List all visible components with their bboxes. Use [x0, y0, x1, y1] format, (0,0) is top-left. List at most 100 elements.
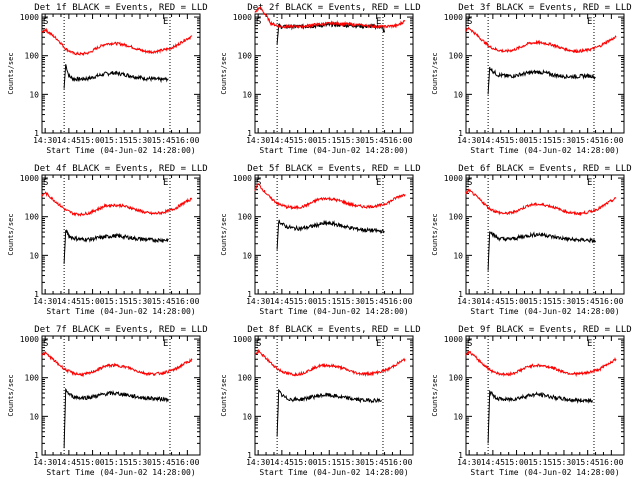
y-tick-label: 1000	[444, 13, 463, 22]
x-tick-label: 14:45	[57, 458, 81, 467]
x-tick-label: 16:00	[388, 136, 412, 145]
y-tick-label: 1000	[20, 335, 39, 344]
x-tick-label: 15:45	[152, 297, 176, 306]
x-tick-label: 15:00	[81, 297, 105, 306]
x-tick-label: 14:30	[457, 458, 481, 467]
chart-title: Det 2f BLACK = Events, RED = LLD	[247, 3, 420, 13]
y-axis-label: Counts/sec	[431, 52, 439, 94]
x-tick-label: 15:30	[128, 136, 152, 145]
y-tick-label: 10	[29, 90, 39, 99]
x-tick-label: 16:00	[599, 458, 623, 467]
x-tick-label: 15:45	[365, 136, 389, 145]
chart-title: Det 9f BLACK = Events, RED = LLD	[458, 325, 631, 335]
y-axis-label: Counts/sec	[220, 52, 228, 94]
x-axis-label: Start Time (04-Jun-02 14:28:00)	[46, 146, 195, 155]
y-tick-label: 100	[25, 52, 40, 61]
series-line-lld	[41, 191, 193, 217]
chart-panel-5: Det 5f BLACK = Events, RED = LLD 1 10 100 10…	[220, 164, 421, 316]
y-tick-label: 1000	[20, 13, 39, 22]
x-tick-label: 16:00	[175, 297, 199, 306]
plot-frame	[465, 174, 625, 295]
x-tick-label: 16:00	[599, 297, 623, 306]
end-marker-label: E	[376, 178, 381, 188]
x-tick-label: 14:45	[57, 136, 81, 145]
x-tick-label: 15:15	[528, 136, 552, 145]
x-tick-label: 14:45	[270, 297, 294, 306]
x-tick-label: 15:00	[505, 136, 529, 145]
start-marker-label: S	[43, 17, 48, 27]
chart-title: Det 1f BLACK = Events, RED = LLD	[34, 3, 207, 13]
plot-frame	[254, 335, 414, 456]
y-tick-label: 100	[25, 374, 40, 383]
y-axis-label: Counts/sec	[7, 374, 15, 416]
x-tick-label: 15:15	[104, 136, 128, 145]
x-axis-label: Start Time (04-Jun-02 14:28:00)	[470, 146, 619, 155]
x-axis-label: Start Time (04-Jun-02 14:28:00)	[259, 146, 408, 155]
series-line-events	[487, 389, 593, 444]
start-marker-label: S	[256, 17, 261, 27]
x-tick-label: 15:30	[341, 458, 365, 467]
y-tick-label: 1000	[20, 174, 39, 183]
x-tick-label: 15:30	[552, 297, 576, 306]
y-tick-label: 1	[247, 129, 252, 138]
x-tick-label: 14:45	[481, 297, 505, 306]
series-line-lld	[465, 26, 617, 54]
series-line-events	[63, 387, 169, 449]
plot-frame	[254, 174, 414, 295]
plot-frame	[465, 335, 625, 456]
x-tick-label: 16:00	[599, 136, 623, 145]
plot-frame	[41, 174, 201, 295]
y-tick-label: 10	[453, 90, 463, 99]
end-marker-label: E	[587, 17, 592, 27]
x-tick-label: 15:30	[128, 458, 152, 467]
x-tick-label: 15:45	[365, 297, 389, 306]
x-tick-label: 15:15	[317, 458, 341, 467]
x-tick-label: 15:45	[152, 136, 176, 145]
x-tick-label: 15:45	[576, 458, 600, 467]
y-tick-label: 1	[247, 451, 252, 460]
x-tick-label: 15:15	[317, 297, 341, 306]
series-line-events	[63, 64, 169, 89]
start-marker-label: S	[467, 178, 472, 188]
y-tick-label: 1	[247, 290, 252, 299]
y-tick-label: 1	[458, 290, 463, 299]
x-tick-label: 14:30	[246, 297, 270, 306]
x-tick-label: 14:30	[246, 136, 270, 145]
y-axis-label: Counts/sec	[220, 213, 228, 255]
y-tick-label: 100	[238, 52, 253, 61]
x-tick-label: 16:00	[388, 458, 412, 467]
x-tick-label: 15:00	[505, 297, 529, 306]
x-tick-label: 14:45	[270, 458, 294, 467]
y-tick-label: 1000	[233, 174, 252, 183]
y-tick-label: 1000	[444, 335, 463, 344]
plot-frame	[465, 13, 625, 134]
y-tick-label: 1	[34, 451, 39, 460]
x-tick-label: 15:45	[576, 136, 600, 145]
x-axis-label: Start Time (04-Jun-02 14:28:00)	[46, 307, 195, 316]
x-tick-label: 14:45	[57, 297, 81, 306]
chart-panel-9: Det 9f BLACK = Events, RED = LLD 1 10 100 10…	[431, 325, 632, 477]
end-marker-label: E	[587, 339, 592, 349]
x-tick-label: 15:00	[81, 458, 105, 467]
start-marker-label: S	[256, 178, 261, 188]
x-tick-label: 15:00	[294, 297, 318, 306]
y-tick-label: 1	[34, 290, 39, 299]
end-marker-label: E	[163, 17, 168, 27]
series-line-lld	[41, 27, 193, 57]
x-tick-label: 14:30	[33, 297, 57, 306]
series-line-lld	[465, 350, 617, 378]
x-tick-label: 15:45	[576, 297, 600, 306]
x-tick-label: 15:15	[528, 458, 552, 467]
y-tick-label: 10	[453, 412, 463, 421]
series-line-lld	[254, 348, 406, 377]
x-tick-label: 15:15	[104, 458, 128, 467]
y-tick-label: 100	[449, 374, 464, 383]
series-line-lld	[41, 351, 193, 378]
y-axis-label: Counts/sec	[431, 374, 439, 416]
chart-panel-7: Det 7f BLACK = Events, RED = LLD 1 10 100 10…	[7, 325, 208, 477]
y-tick-label: 1000	[233, 335, 252, 344]
end-marker-label: E	[587, 178, 592, 188]
y-axis-label: Counts/sec	[431, 213, 439, 255]
x-tick-label: 15:15	[104, 297, 128, 306]
